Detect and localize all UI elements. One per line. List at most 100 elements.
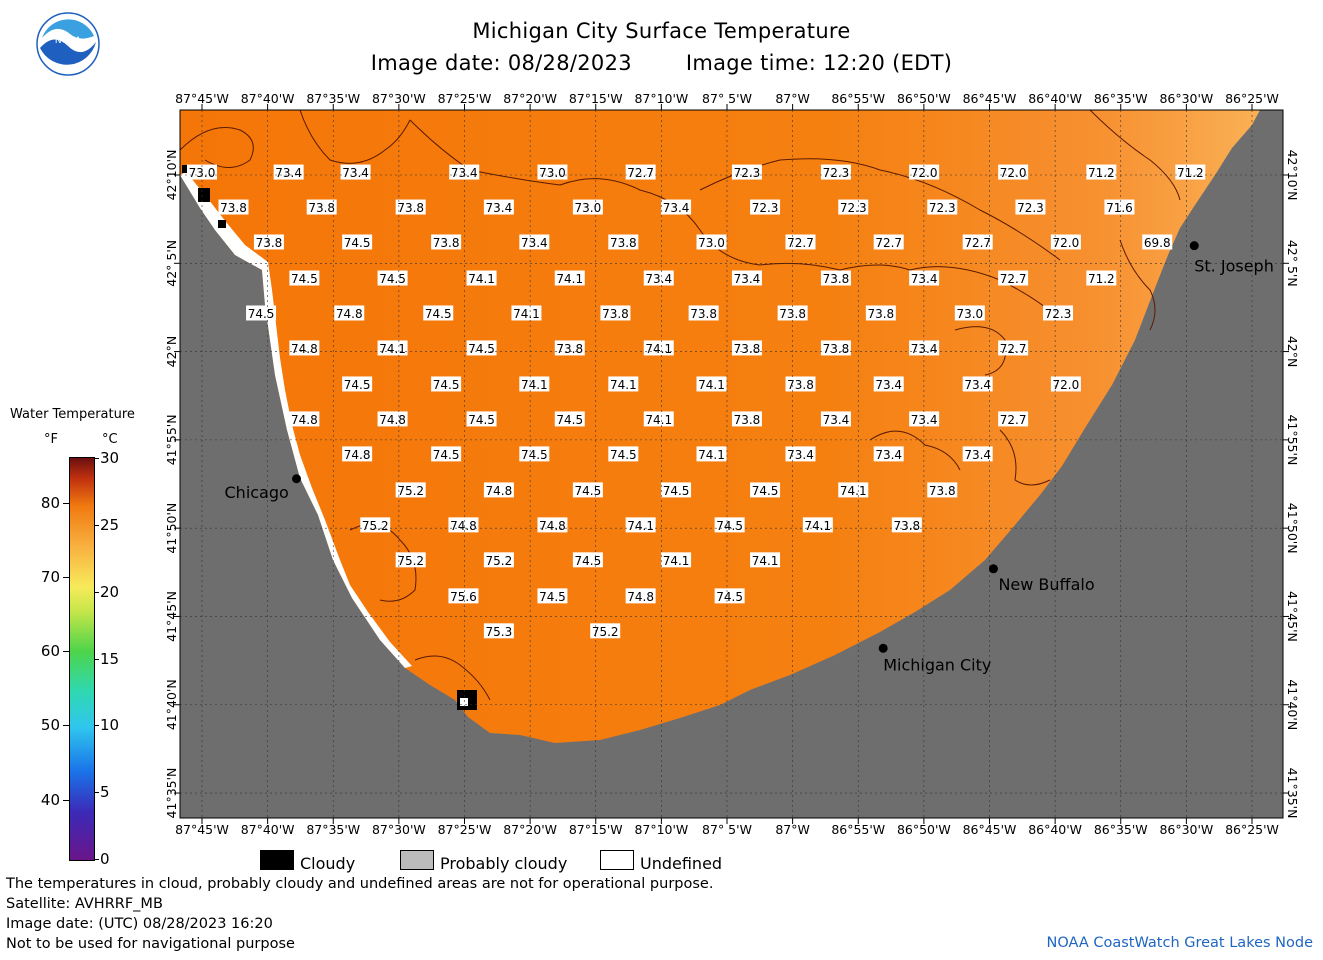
temperature-value: 74.5	[610, 448, 637, 462]
lon-tick-label: 86°25'W	[1225, 822, 1279, 837]
temperature-value: 75.2	[397, 554, 424, 568]
temperature-value: 73.4	[663, 201, 690, 215]
lon-tick-label: 87°W	[775, 822, 810, 837]
temperature-value: 72.3	[752, 201, 779, 215]
temperature-label-bg	[1043, 305, 1074, 321]
lon-tick-label: 86°50'W	[897, 822, 951, 837]
legend-c-tick: 5	[100, 783, 110, 802]
temperature-label-bg	[360, 517, 391, 533]
temperature-value: 75.2	[362, 519, 389, 533]
temperature-label: 74.8	[537, 517, 568, 533]
lon-tick-label: 86°35'W	[1094, 822, 1148, 837]
temperature-label-bg	[289, 411, 320, 427]
temperature-value: 74.5	[344, 236, 371, 250]
temperature-value: 74.5	[716, 590, 743, 604]
temperature-label: 73.4	[273, 164, 304, 180]
legend-tick-mark	[94, 658, 99, 660]
lat-tick-label: 41°40'N	[1285, 679, 1300, 730]
temperature-value: 73.4	[875, 378, 902, 392]
lat-tick-label: 42°N	[164, 336, 179, 368]
temperature-label-bg	[714, 517, 745, 533]
temperature-value: 73.4	[787, 448, 814, 462]
temperature-value: 72.3	[734, 166, 761, 180]
temperature-value: 73.8	[779, 307, 806, 321]
temperature-value: 73.8	[823, 342, 850, 356]
lon-tick-label: 87°20'W	[503, 91, 557, 106]
legend-color-bar	[69, 457, 95, 861]
temperature-label-bg	[661, 482, 692, 498]
temperature-label: 74.1	[643, 411, 674, 427]
city-label: St. Joseph	[1194, 257, 1274, 276]
temperature-label-bg	[395, 482, 426, 498]
temperature-value: 73.4	[486, 201, 513, 215]
temperature-value: 72.3	[823, 166, 850, 180]
temperature-value: 74.1	[645, 342, 672, 356]
temperature-value: 72.3	[929, 201, 956, 215]
lon-tick-label: 87°35'W	[306, 822, 360, 837]
temperature-value: 74.8	[291, 413, 318, 427]
temperature-label-bg	[962, 376, 993, 392]
lat-tick-label: 41°40'N	[164, 679, 179, 730]
lat-tick-label: 41°45'N	[1285, 591, 1300, 642]
temperature-value: 73.8	[610, 236, 637, 250]
temperature-label: 72.7	[785, 234, 816, 250]
lat-tick-label: 41°55'N	[164, 414, 179, 465]
map-title: Michigan City Surface Temperature	[472, 19, 851, 43]
temperature-label: 74.8	[289, 411, 320, 427]
temperature-label-bg	[590, 623, 621, 639]
temperature-label: 73.4	[643, 270, 674, 286]
temperature-value: 74.1	[379, 342, 406, 356]
city-st-joseph: St. Joseph	[1189, 241, 1274, 276]
temperature-label: 75.2	[483, 552, 514, 568]
lon-tick-label: 86°30'W	[1159, 822, 1213, 837]
temperature-label: 73.8	[865, 305, 896, 321]
legend-tick-mark	[63, 651, 69, 653]
temperature-value: 73.8	[433, 236, 460, 250]
temperature-label-bg	[431, 234, 462, 250]
utc-date: Image date: (UTC) 08/28/2023 16:20	[6, 916, 273, 932]
temperature-label: 74.1	[696, 376, 727, 392]
temperature-label-bg	[909, 164, 940, 180]
temperature-value: 72.0	[911, 166, 938, 180]
temperature-label: 74.8	[483, 482, 514, 498]
cloud-key: Cloudy Probably cloudy Undefined	[258, 848, 778, 873]
temperature-label-bg	[820, 164, 851, 180]
temperature-label-bg	[572, 199, 603, 215]
legend-tick-mark	[94, 792, 99, 794]
temperature-value: 73.8	[690, 307, 717, 321]
temperature-value: 73.8	[556, 342, 583, 356]
cloudy-swatch	[260, 850, 294, 870]
legend-unit-f: °F	[44, 432, 58, 447]
temperature-label: 69.8	[1142, 234, 1173, 250]
probably-cloudy-swatch	[400, 850, 434, 870]
temperature-label-bg	[909, 270, 940, 286]
lon-tick-label: 87°30'W	[372, 822, 426, 837]
temperature-label-bg	[448, 517, 479, 533]
temperature-value: 74.1	[627, 519, 654, 533]
lat-tick-label: 41°35'N	[1285, 768, 1300, 819]
temperature-value: 72.3	[1017, 201, 1044, 215]
temperature-label: 73.4	[820, 411, 851, 427]
temperature-label-bg	[483, 199, 514, 215]
legend-tick-mark	[94, 859, 99, 860]
temperature-label: 73.8	[688, 305, 719, 321]
temperature-label: 72.0	[998, 164, 1029, 180]
temperature-label: 73.8	[820, 340, 851, 356]
undefined-label: Undefined	[640, 854, 723, 873]
temperature-value: 74.1	[556, 272, 583, 286]
lon-tick-label: 86°50'W	[897, 91, 951, 106]
temperature-label: 73.4	[449, 164, 480, 180]
temperature-label-bg	[537, 588, 568, 604]
temperature-label-bg	[785, 446, 816, 462]
credit-link[interactable]: NOAA CoastWatch Great Lakes Node	[1046, 935, 1313, 951]
temperature-label-bg	[625, 517, 656, 533]
city-chicago: Chicago	[225, 474, 301, 502]
legend-tick-mark	[63, 725, 69, 727]
temperature-label-bg	[306, 199, 337, 215]
temperature-label: 74.5	[714, 517, 745, 533]
temperature-label-bg	[714, 588, 745, 604]
temperature-label-bg	[696, 234, 727, 250]
temperature-value: 74.5	[663, 484, 690, 498]
temperature-label-bg	[873, 446, 904, 462]
